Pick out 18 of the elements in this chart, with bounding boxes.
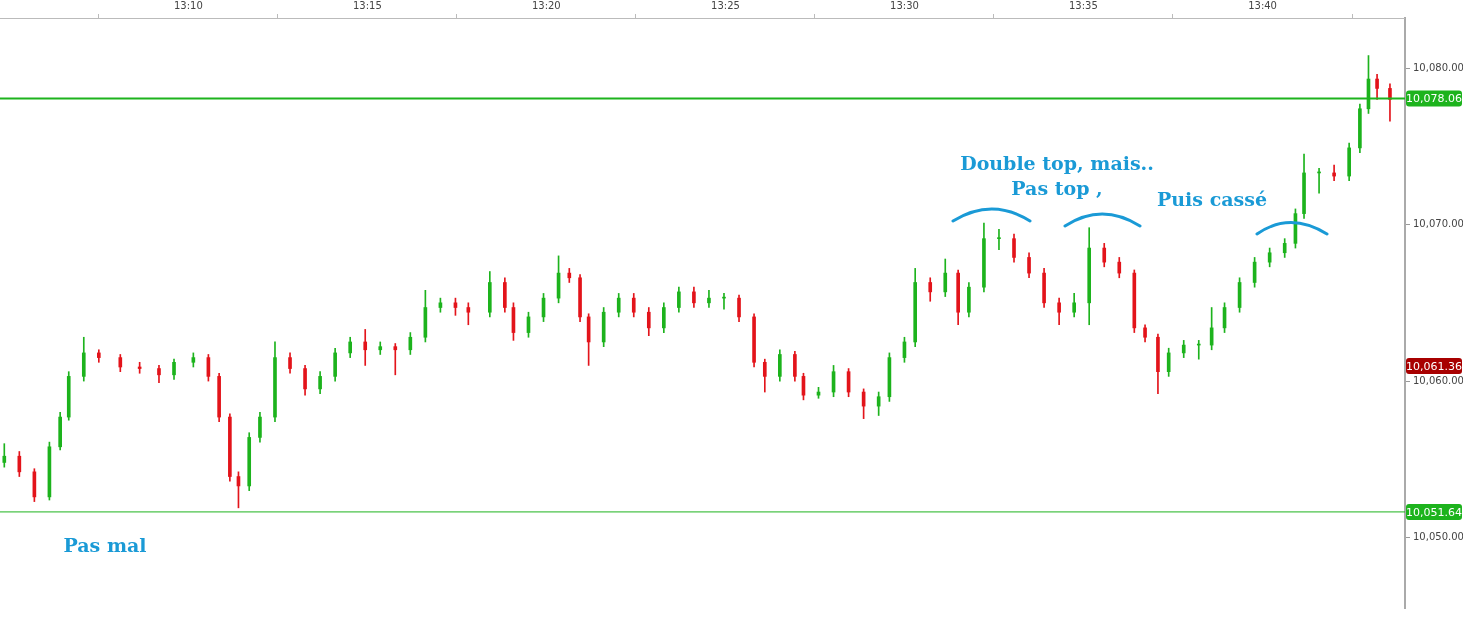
x-tick-label: 13:30 <box>890 0 919 11</box>
ref-line-label: 10,078.06 <box>1406 92 1462 106</box>
x-tick-label: 13:20 <box>531 0 561 11</box>
x-tick-label: 13:15 <box>352 0 382 11</box>
annotation: Pas top , <box>1011 176 1103 199</box>
x-tick-label: 13:40 <box>1248 0 1277 11</box>
x-tick-label: 13:25 <box>711 0 740 11</box>
y-tick-label: 10,050.00 <box>1413 531 1463 543</box>
ref-line-label: 10,051.64 <box>1406 505 1462 519</box>
y-tick-label: 10,070.00 <box>1413 218 1463 230</box>
text: 10,061.36 <box>1406 359 1462 373</box>
annotation: Pas mal <box>63 533 147 556</box>
annotation: Puis cassé <box>1157 187 1267 210</box>
y-tick-label: 10,080.00 <box>1413 61 1463 73</box>
x-tick-label: 13:35 <box>1068 0 1098 11</box>
y-tick-label: 10,060.00 <box>1413 374 1463 386</box>
x-tick-label: 13:10 <box>173 0 203 11</box>
annotation: Double top, mais.. <box>960 151 1154 174</box>
